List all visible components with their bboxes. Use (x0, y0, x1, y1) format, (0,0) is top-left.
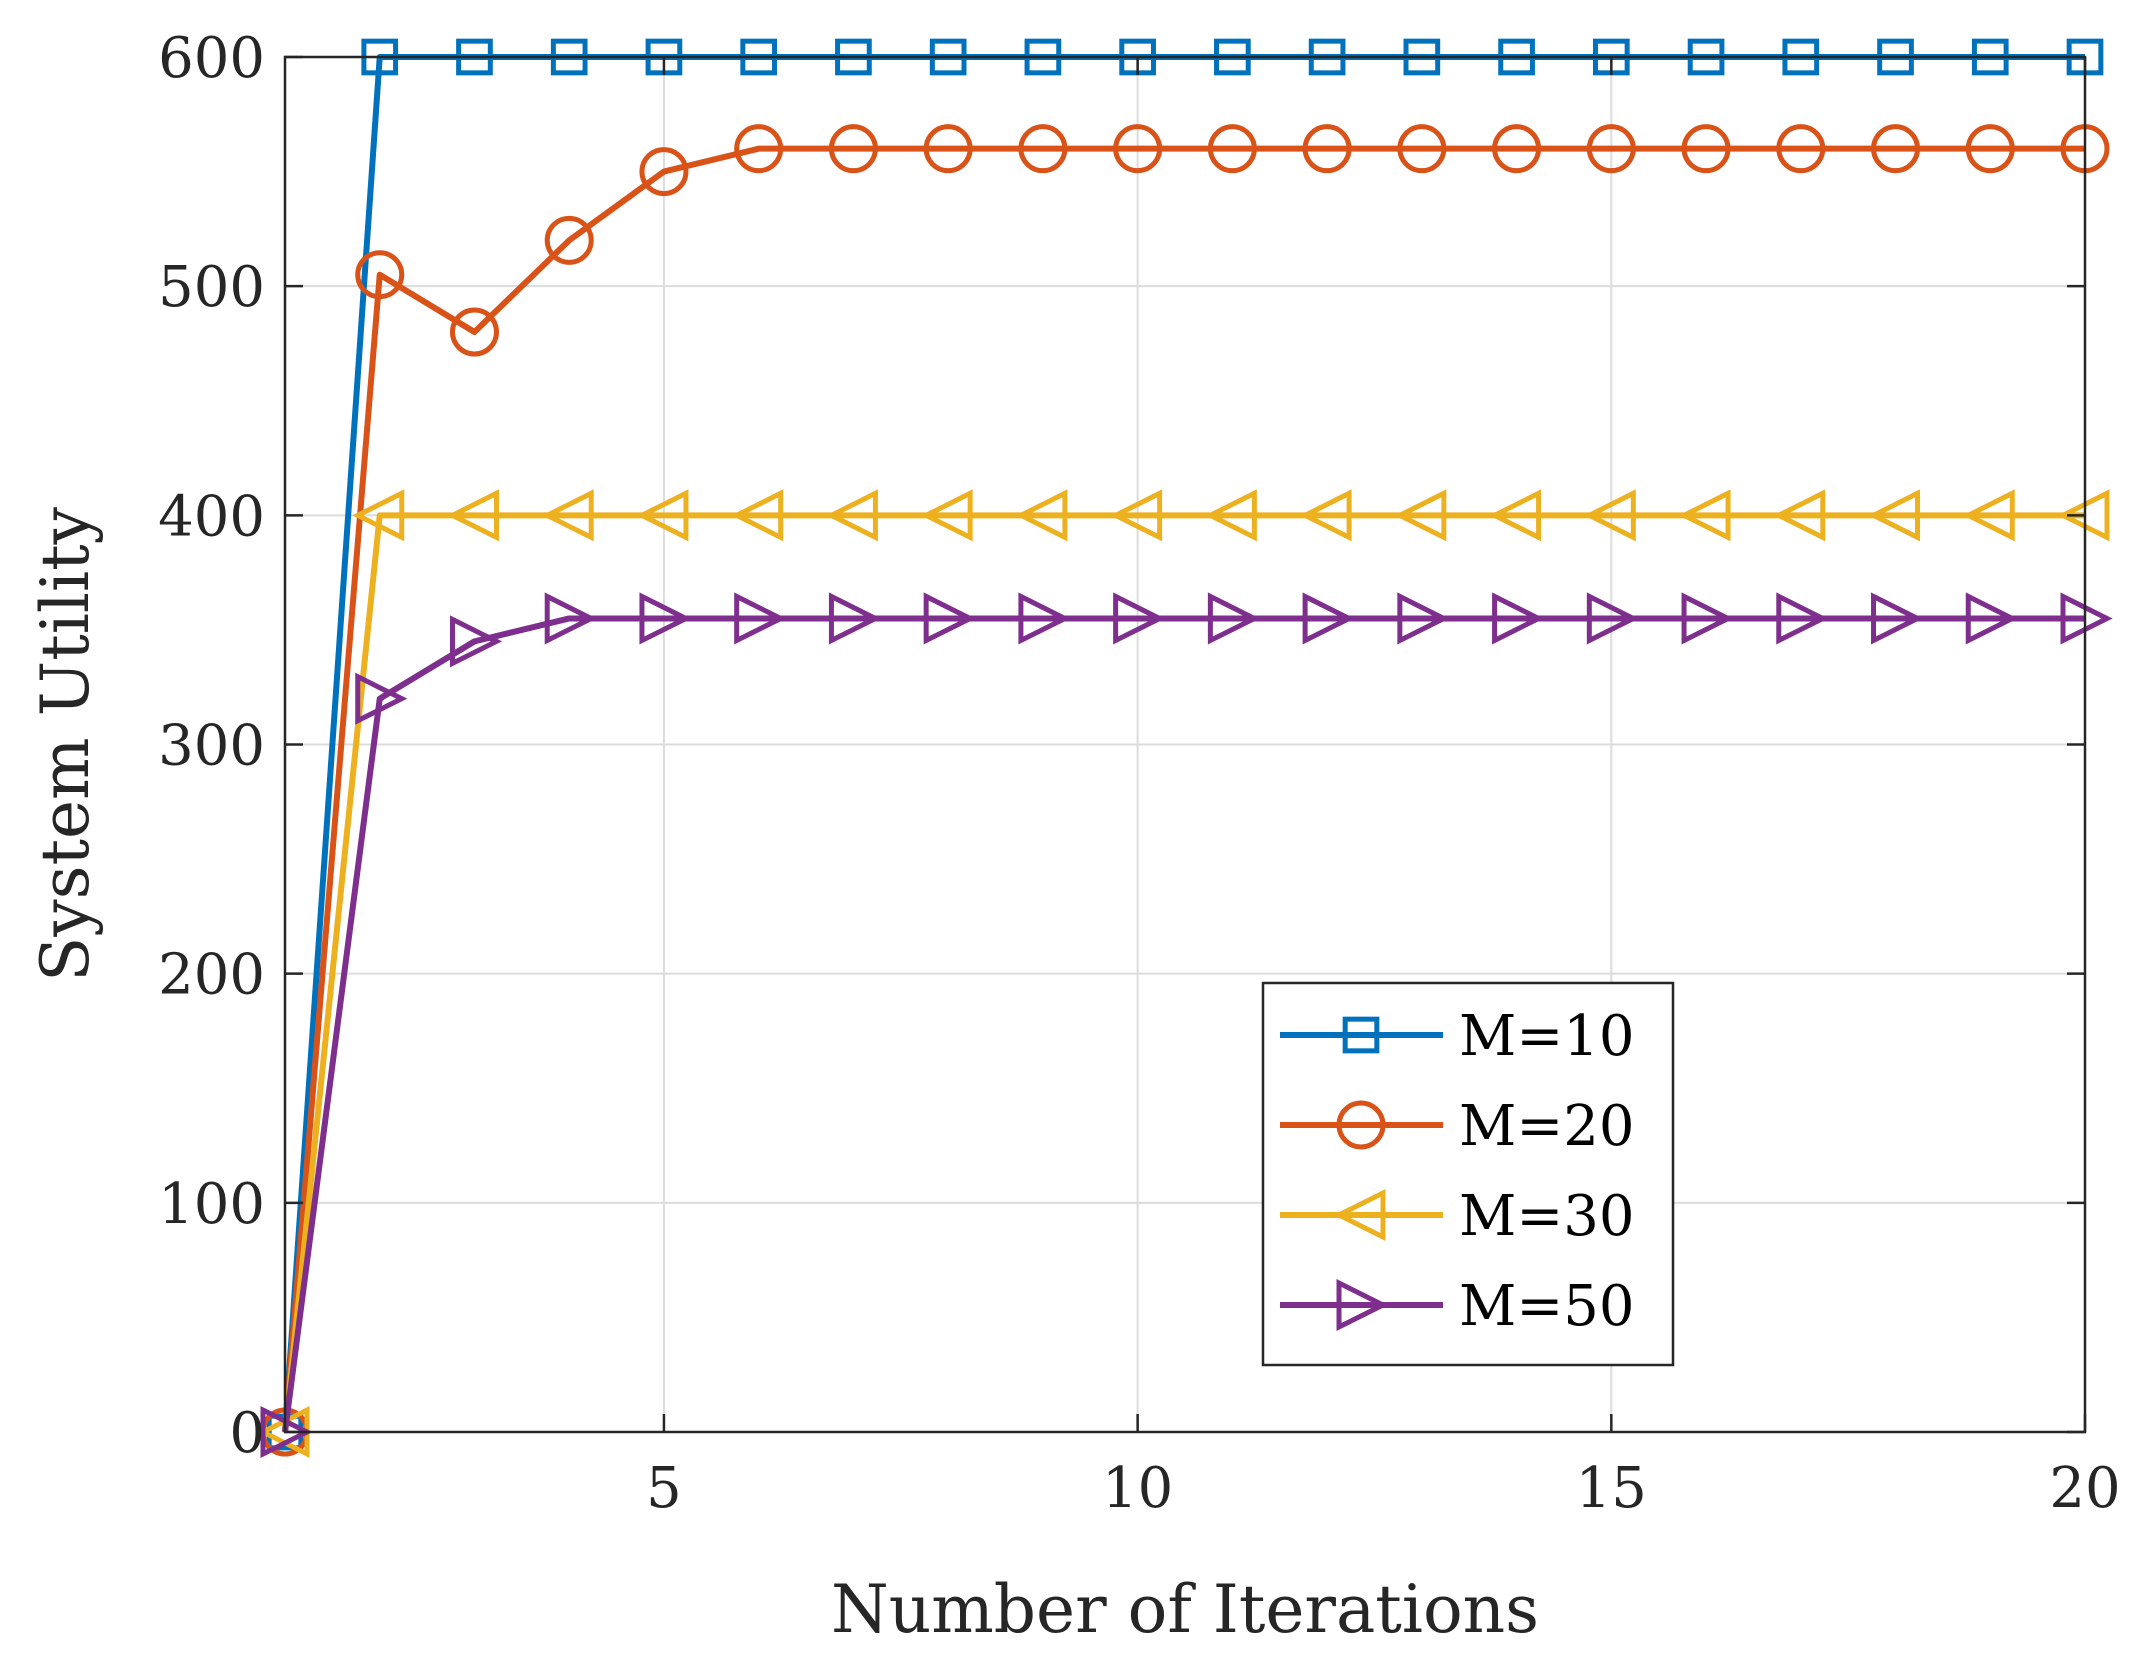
y-tick-label: 500 (158, 255, 265, 320)
series-line-m-50 (282, 615, 2085, 1433)
y-tick-label: 200 (158, 943, 265, 1008)
data-point-m-30 (636, 489, 689, 542)
data-point-m-30 (920, 489, 973, 542)
data-point-m-30 (541, 489, 594, 542)
y-axis-label: System Utility (27, 506, 104, 982)
data-point-m-50 (828, 592, 882, 645)
y-tick-label: 300 (158, 714, 265, 779)
data-point-m-30 (1867, 489, 1921, 542)
legend-marker-m-50 (1336, 1278, 1389, 1332)
data-point-m-20 (1492, 124, 1542, 174)
legend-item-m-50: M=50 (1280, 1274, 1635, 1339)
y-tick-label: 400 (158, 484, 265, 549)
data-point-m-30 (1204, 489, 1257, 542)
axis-ticks (285, 55, 2087, 1434)
data-point-m-50 (1776, 592, 1829, 645)
data-point-m-20 (923, 124, 973, 174)
y-tick-label: 0 (229, 1401, 265, 1466)
series-line-m-20 (282, 145, 2085, 1433)
data-point-m-50 (734, 592, 787, 645)
x-axis-label: Number of Iterations (831, 1571, 1539, 1648)
y-tick-label: 600 (158, 26, 265, 91)
data-point-m-20 (1776, 124, 1826, 174)
data-point-m-30 (1110, 489, 1163, 542)
data-point-m-30 (1773, 489, 1826, 542)
x-tick-label: 5 (646, 1456, 682, 1521)
data-point-m-20 (639, 147, 689, 197)
data-point-m-30 (1583, 489, 1636, 542)
data-point-m-50 (1397, 592, 1450, 645)
data-point-m-50 (544, 592, 597, 645)
data-point-m-50 (639, 592, 692, 645)
data-point-m-50 (1492, 592, 1545, 645)
data-point-m-50 (1871, 592, 1924, 645)
data-point-m-30 (825, 489, 878, 542)
series-m-20 (260, 124, 2110, 1457)
data-point-m-20 (544, 215, 594, 265)
data-point-m-20 (1397, 124, 1447, 174)
data-point-m-30 (1488, 489, 1542, 542)
data-point-m-20 (1681, 124, 1731, 174)
data-point-m-50 (1965, 592, 2018, 645)
data-point-m-50 (1113, 592, 1166, 645)
data-point-m-30 (731, 489, 784, 542)
legend-item-m-20: M=20 (1280, 1094, 1635, 1159)
legend-item-m-30: M=30 (1280, 1184, 1635, 1249)
data-point-m-30 (1962, 489, 2015, 542)
data-point-m-20 (1018, 124, 1068, 174)
legend-label-m-10: M=10 (1459, 1004, 1635, 1069)
data-point-m-30 (352, 489, 405, 542)
data-point-m-50 (1207, 592, 1260, 645)
data-point-m-30 (1394, 489, 1447, 542)
data-point-m-30 (1299, 489, 1352, 542)
data-point-m-50 (449, 615, 503, 668)
legend-marker-m-30 (1333, 1188, 1386, 1242)
data-point-m-50 (1586, 592, 1639, 645)
data-point-m-20 (449, 307, 499, 357)
data-point-m-30 (1678, 489, 1731, 542)
data-point-m-50 (1302, 592, 1355, 645)
x-tick-label: 20 (2049, 1456, 2120, 1521)
data-point-m-20 (828, 124, 878, 174)
data-point-m-20 (1302, 124, 1352, 174)
legend-marker-m-20 (1336, 1100, 1386, 1150)
legend-item-m-10: M=10 (1280, 1004, 1635, 1069)
legend-label-m-30: M=30 (1459, 1184, 1635, 1249)
data-point-m-20 (1586, 124, 1636, 174)
data-point-m-20 (1207, 124, 1257, 174)
series-m-50 (260, 592, 2113, 1459)
data-point-m-50 (355, 672, 408, 725)
data-point-m-30 (1015, 489, 1068, 542)
y-tick-label: 100 (158, 1172, 265, 1237)
legend-box (1261, 981, 1675, 1367)
series-line-m-30 (282, 512, 2085, 1433)
legend-marker-m-10 (1342, 1016, 1380, 1054)
legend: M=10 M=20 M=30 M=50 (1261, 981, 1675, 1367)
data-point-m-20 (355, 250, 405, 300)
data-point-m-20 (1965, 124, 2015, 174)
legend-label-m-20: M=20 (1459, 1094, 1635, 1159)
data-point-m-20 (1113, 124, 1163, 174)
data-point-m-50 (1018, 592, 1071, 645)
data-point-m-20 (1871, 124, 1921, 174)
data-point-m-30 (446, 489, 499, 542)
data-point-m-50 (1681, 592, 1734, 645)
legend-label-m-50: M=50 (1459, 1274, 1635, 1339)
x-tick-label: 10 (1102, 1456, 1173, 1521)
data-point-m-20 (734, 124, 784, 174)
x-tick-label: 15 (1576, 1456, 1647, 1521)
data-point-m-50 (923, 592, 976, 645)
